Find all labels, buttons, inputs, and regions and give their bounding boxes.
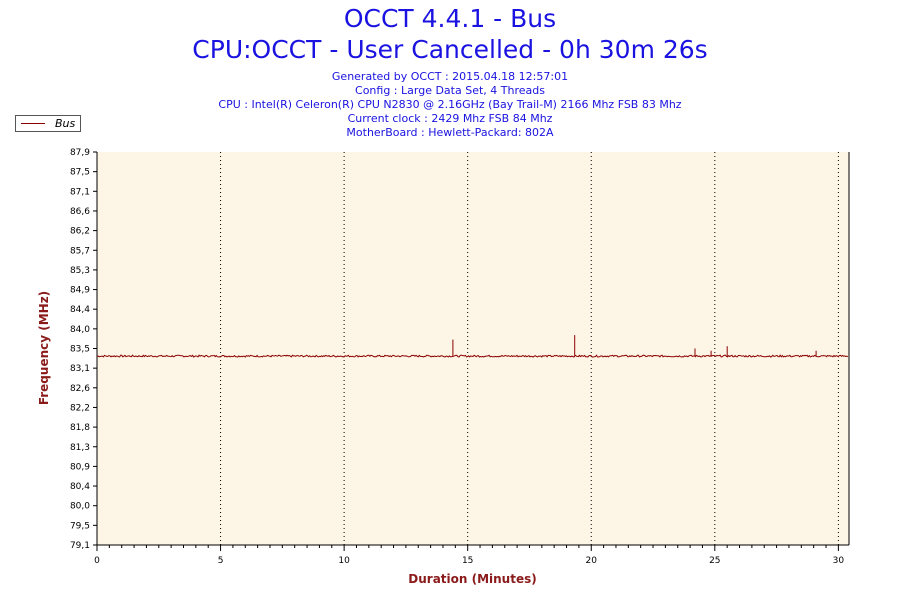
y-tick-label: 82,2 bbox=[70, 403, 90, 413]
legend: Bus bbox=[15, 115, 81, 132]
y-tick-label: 81,8 bbox=[70, 423, 90, 433]
y-tick-label: 80,0 bbox=[70, 502, 90, 512]
y-tick-label: 87,5 bbox=[70, 168, 90, 178]
y-tick-label: 83,1 bbox=[70, 364, 90, 374]
y-tick-label: 79,5 bbox=[70, 521, 90, 531]
plot-area bbox=[97, 152, 849, 545]
y-tick-label: 84,9 bbox=[70, 286, 90, 296]
y-tick-label: 83,5 bbox=[70, 345, 90, 355]
x-tick-label: 15 bbox=[462, 556, 473, 566]
x-tick-label: 25 bbox=[709, 556, 720, 566]
y-tick-label: 87,9 bbox=[70, 148, 90, 158]
y-tick-label: 81,3 bbox=[70, 443, 90, 453]
y-tick-label: 80,9 bbox=[70, 462, 90, 472]
legend-swatch bbox=[21, 123, 45, 124]
y-tick-label: 86,6 bbox=[70, 207, 90, 217]
chart-title: OCCT 4.4.1 - Bus bbox=[343, 4, 557, 33]
legend-label: Bus bbox=[55, 117, 76, 130]
x-axis-label: Duration (Minutes) bbox=[408, 572, 537, 586]
y-tick-label: 87,1 bbox=[70, 187, 90, 197]
chart-subtitle: CPU:OCCT - User Cancelled - 0h 30m 26s bbox=[192, 35, 708, 64]
x-tick-label: 10 bbox=[338, 556, 350, 566]
info-motherboard: MotherBoard : Hewlett-Packard: 802A bbox=[346, 126, 554, 139]
info-cpu: CPU : Intel(R) Celeron(R) CPU N2830 @ 2.… bbox=[218, 98, 682, 111]
info-generated: Generated by OCCT : 2015.04.18 12:57:01 bbox=[331, 70, 569, 83]
y-tick-label: 79,1 bbox=[70, 541, 90, 551]
x-tick-label: 30 bbox=[833, 556, 845, 566]
x-tick-label: 0 bbox=[94, 556, 100, 566]
y-tick-label: 85,3 bbox=[70, 266, 90, 276]
x-tick-label: 5 bbox=[218, 556, 224, 566]
info-current-clock: Current clock : 2429 Mhz FSB 84 Mhz bbox=[347, 112, 553, 125]
y-tick-label: 84,0 bbox=[70, 325, 90, 335]
y-tick-label: 82,6 bbox=[70, 384, 90, 394]
y-tick-label: 84,4 bbox=[70, 305, 90, 315]
y-tick-label: 80,4 bbox=[70, 482, 90, 492]
info-config: Config : Large Data Set, 4 Threads bbox=[355, 84, 545, 97]
x-tick-label: 20 bbox=[586, 556, 598, 566]
y-tick-label: 85,7 bbox=[70, 246, 90, 256]
series-bus-line bbox=[96, 335, 849, 358]
y-tick-label: 86,2 bbox=[70, 227, 90, 237]
